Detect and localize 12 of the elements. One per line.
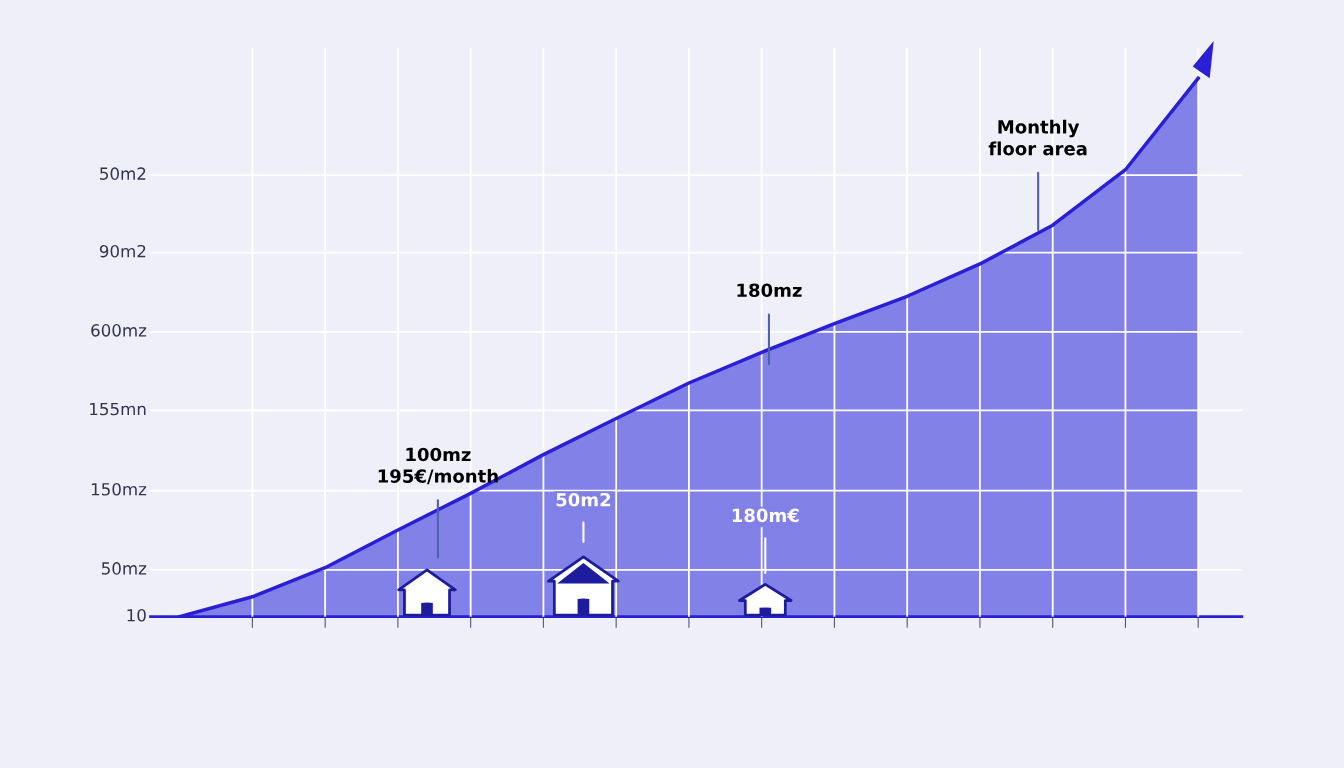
annotation: 180mz — [737, 283, 802, 298]
text: 10 — [127, 608, 146, 622]
text: 90m2 — [99, 244, 146, 258]
annotation: 180m€ — [732, 508, 799, 523]
text: 600mz — [91, 324, 147, 337]
text: 50m2 — [100, 167, 146, 180]
annotation: 50m2 — [556, 492, 611, 507]
text: 50mz — [101, 562, 147, 575]
annotation: Monthly floor area — [988, 119, 1087, 156]
text: 155mn — [90, 402, 146, 416]
annotation: 100mz 195€/month — [378, 447, 498, 485]
text: 150mz — [91, 482, 147, 496]
